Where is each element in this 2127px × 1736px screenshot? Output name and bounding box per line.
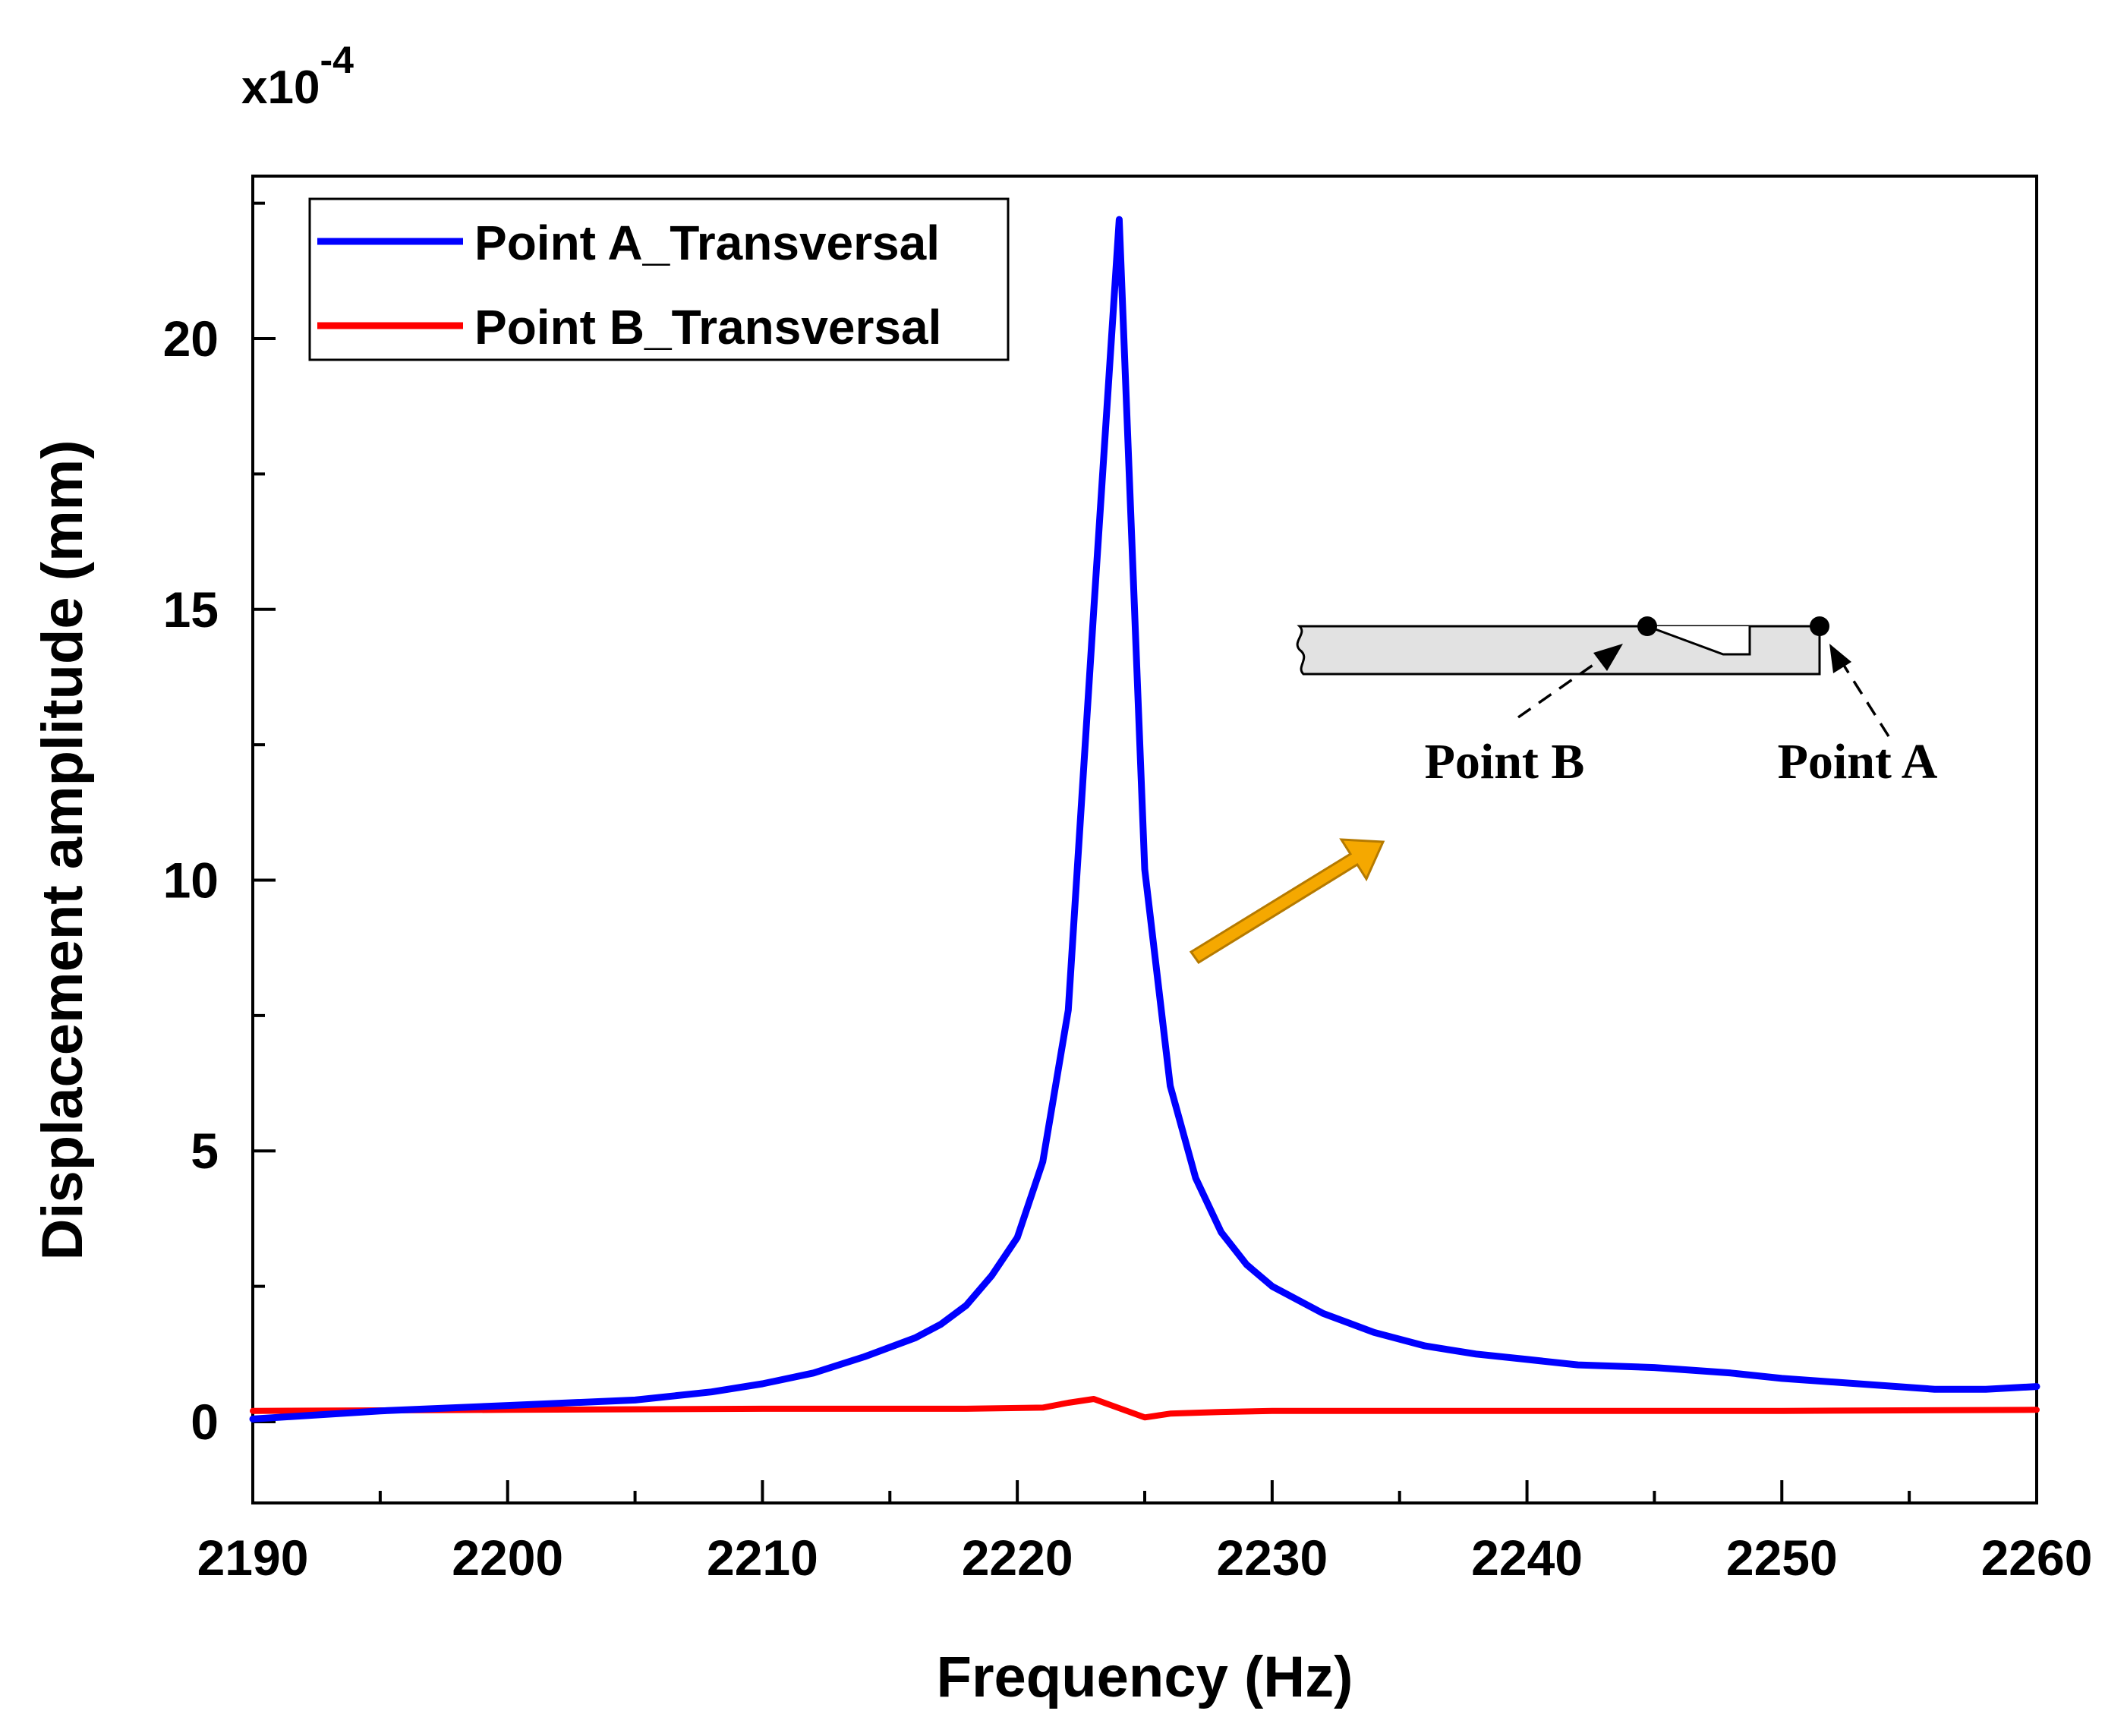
x-tick-label-2200: 2200 (452, 1530, 563, 1586)
x-tick-label-2220: 2220 (962, 1530, 1073, 1586)
y-multiplier: x10-4 (241, 39, 354, 114)
legend: Point A_Transversal Point B_Transversal (308, 197, 1010, 361)
point-a-leader-head (1829, 644, 1851, 673)
y-multiplier-base: x10 (241, 61, 320, 114)
y-tick-label-5: 5 (191, 1123, 219, 1179)
x-tick-label-2260: 2260 (1981, 1530, 2093, 1586)
inset-beam-diagram: Point B Point A (1296, 616, 1938, 789)
legend-label-point-b: Point B_Transversal (474, 300, 941, 354)
series-line-point-a-transversal (249, 216, 2040, 1423)
x-tick-label-2190: 2190 (197, 1530, 309, 1586)
y-tick-label-20: 20 (163, 310, 219, 367)
x-tick-label-2230: 2230 (1216, 1530, 1328, 1586)
x-tick-label-2240: 2240 (1471, 1530, 1583, 1586)
point-b-leader-head (1593, 644, 1623, 671)
x-tick-label-2210: 2210 (707, 1530, 818, 1586)
legend-box (308, 197, 1010, 361)
legend-label-point-a: Point A_Transversal (474, 216, 940, 270)
point-a-marker (1810, 616, 1829, 636)
x-tick-label-2250: 2250 (1726, 1530, 1838, 1586)
x-axis-label: Frequency (Hz) (937, 1645, 1353, 1709)
point-a-leader (1842, 663, 1890, 737)
point-b-label: Point B (1425, 734, 1585, 789)
pointer-arrow (1189, 838, 1385, 965)
point-b-leader (1517, 657, 1603, 719)
axis-tick-labels: 2190 2200 2210 2220 2230 2240 2250 2260 0 5 10 15 20 (163, 310, 2093, 1586)
series-layer (249, 216, 2040, 1423)
series-line-point-b-transversal (250, 1396, 2040, 1421)
y-tick-label-10: 10 (163, 852, 219, 909)
pointer-arrow-shape (1189, 838, 1385, 965)
point-b-marker (1637, 616, 1657, 636)
crack-notch (1646, 625, 1751, 656)
axis-ticks (251, 201, 2038, 1503)
point-a-label: Point A (1778, 734, 1938, 789)
y-tick-label-0: 0 (191, 1394, 219, 1450)
y-axis-label: Displacement amplitude (mm) (30, 440, 95, 1260)
y-tick-label-15: 15 (163, 581, 219, 638)
y-multiplier-exponent: -4 (320, 39, 354, 81)
